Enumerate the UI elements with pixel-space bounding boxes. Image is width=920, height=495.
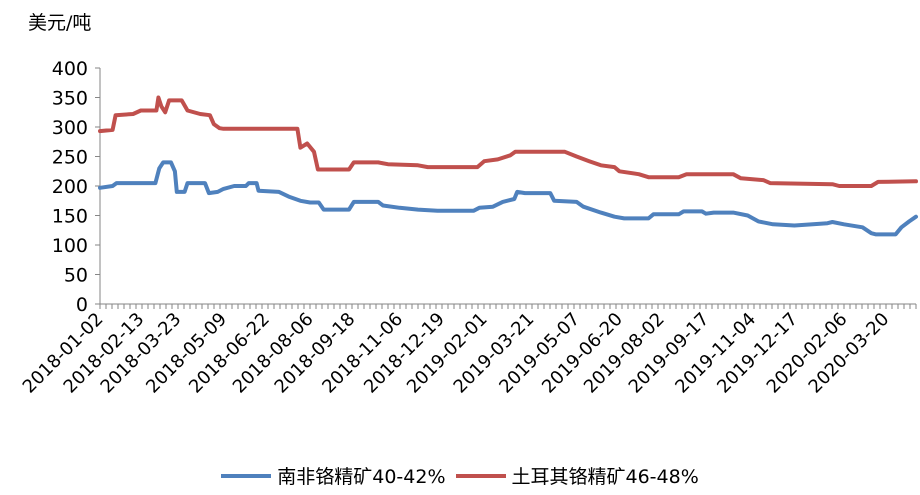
y-tick-label: 350 xyxy=(52,88,88,110)
legend-swatch-blue xyxy=(221,473,272,478)
legend-item-south-africa: 南非铬精矿40-42% xyxy=(221,462,446,489)
legend-label: 南非铬精矿40-42% xyxy=(277,466,446,488)
series-line-0 xyxy=(98,160,918,237)
series-layer xyxy=(98,95,918,237)
y-tick-label: 0 xyxy=(76,294,88,316)
y-tick-label: 300 xyxy=(52,117,88,139)
y-tick-label: 50 xyxy=(64,265,88,287)
y-tick-label: 200 xyxy=(52,176,88,198)
y-tick-label: 400 xyxy=(52,58,88,80)
y-axis: 0 50 100 150 200 250 300 350 400 xyxy=(52,58,101,316)
legend-swatch-red xyxy=(455,473,506,478)
y-tick-label: 150 xyxy=(52,206,88,228)
series-line-1 xyxy=(98,95,918,188)
y-axis-unit-label: 美元/吨 xyxy=(28,12,92,34)
y-tick-label: 250 xyxy=(52,147,88,169)
legend-label: 土耳其铬精矿46-48% xyxy=(511,466,699,488)
legend: 南非铬精矿40-42% 土耳其铬精矿46-48% xyxy=(0,462,920,489)
x-axis: 2018-01-022018-02-132018-03-232018-05-09… xyxy=(19,303,917,398)
legend-item-turkey: 土耳其铬精矿46-48% xyxy=(455,462,699,489)
y-tick-label: 100 xyxy=(52,235,88,257)
